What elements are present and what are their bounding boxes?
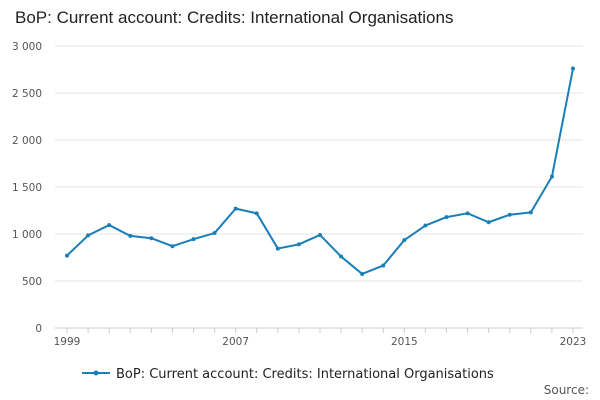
series-line [66,68,574,275]
data-point [381,263,386,268]
data-point [423,223,428,228]
y-tick-label: 1 000 [12,229,42,241]
data-point [275,246,280,251]
y-tick-label: 3 000 [12,41,42,53]
legend-point-marker [93,370,99,376]
data-point [318,232,322,237]
data-point [507,212,512,217]
data-point [149,236,154,241]
data-point [360,271,365,276]
chart-title: BoP: Current account: Credits: Internati… [15,8,454,27]
y-tick-label: 500 [22,276,42,288]
x-tick-label: 2007 [222,336,249,348]
data-point [254,211,259,216]
x-tick-label: 2023 [560,336,587,348]
y-tick-label: 2 000 [12,135,42,147]
data-point [212,231,217,236]
legend-label: BoP: Current account: Credits: Internati… [116,367,494,382]
data-point [191,237,196,242]
data-point [571,66,575,71]
y-tick-label: 0 [35,323,42,335]
data-point [107,223,112,228]
data-point [444,215,449,220]
x-tick-label: 1999 [54,336,81,348]
y-tick-label: 2 500 [12,88,42,100]
data-point [233,206,238,211]
y-tick-label: 1 500 [12,182,42,194]
data-point [65,253,69,258]
data-point [528,210,533,215]
data-point [170,244,175,249]
data-point [296,242,301,247]
data-point [486,220,491,225]
data-point [549,174,554,179]
data-point [402,238,407,243]
data-point [339,254,344,259]
data-point [128,233,133,238]
source-label: Source: [544,383,589,397]
x-tick-label: 2015 [391,336,418,348]
data-point [465,211,470,216]
data-point [86,233,91,238]
